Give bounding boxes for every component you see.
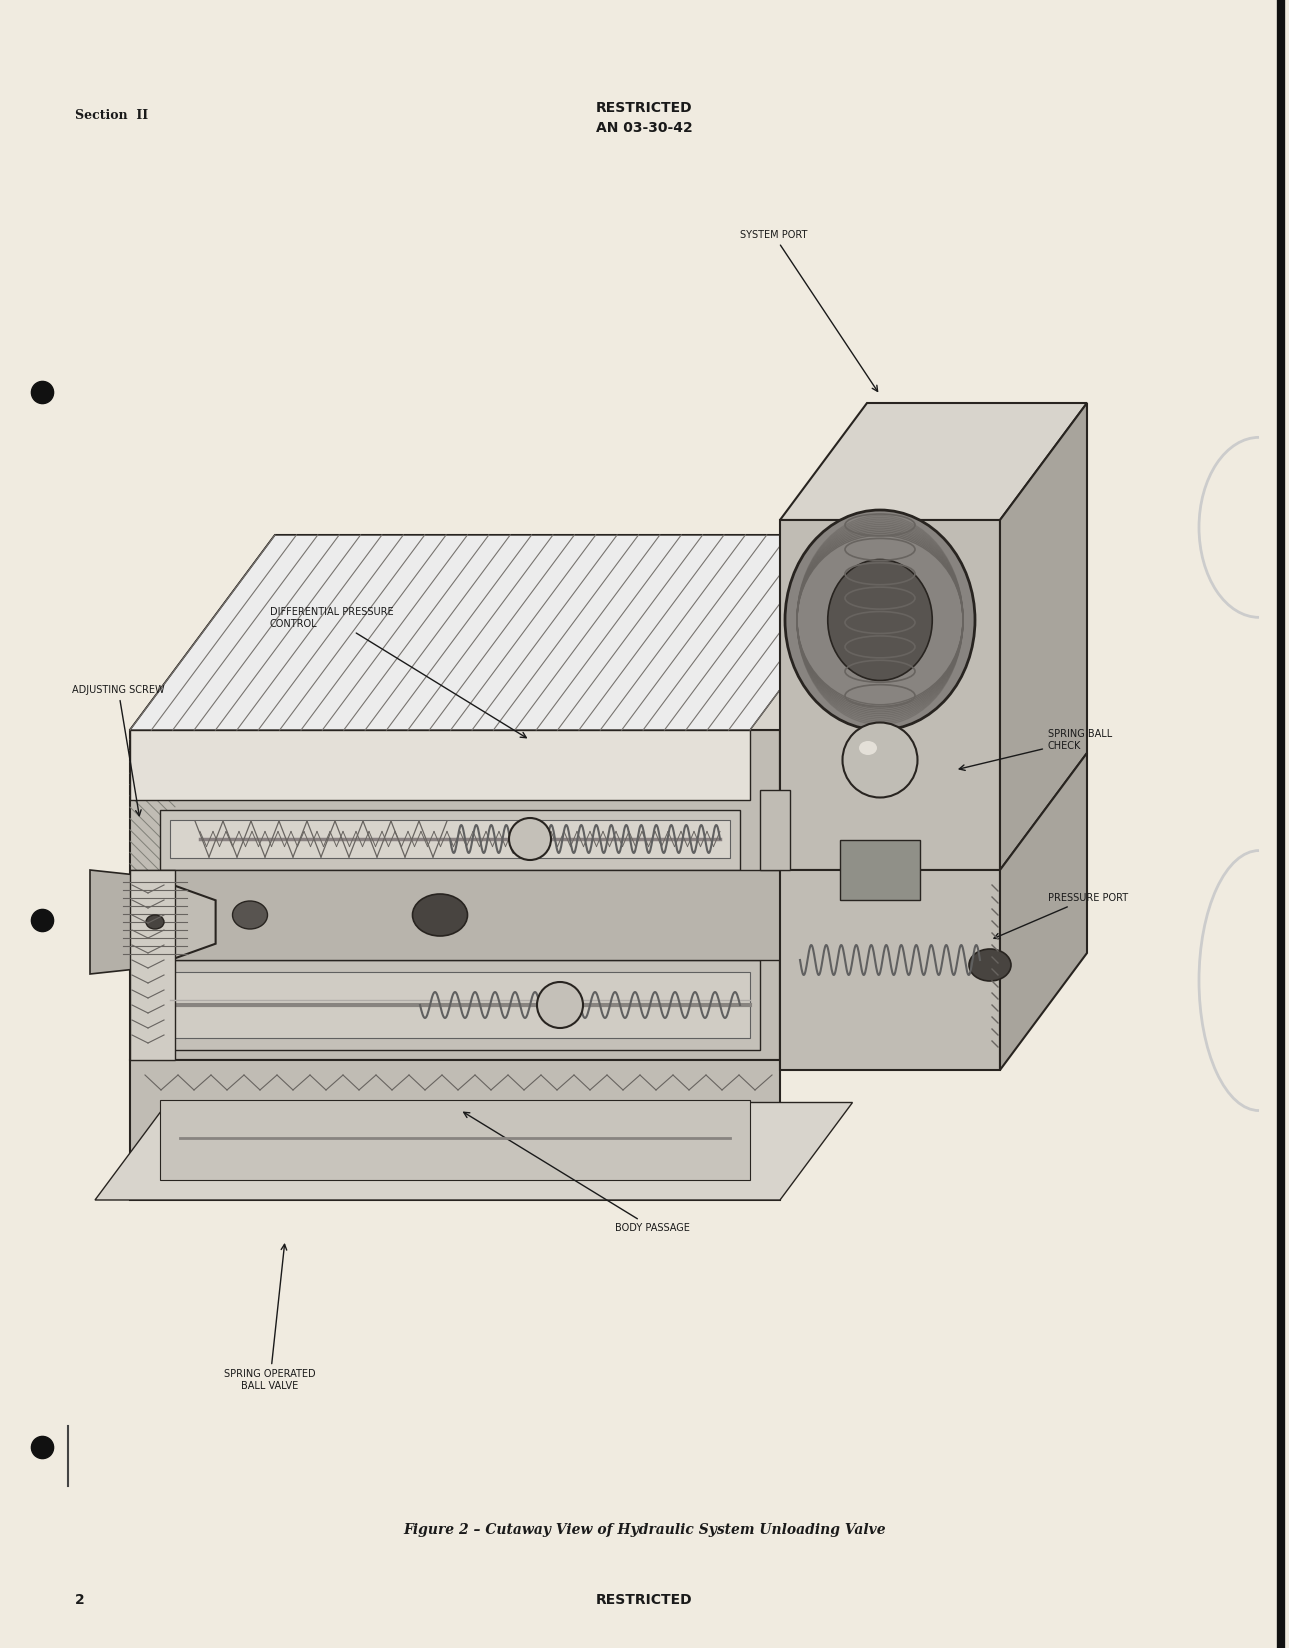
- Polygon shape: [130, 730, 780, 1060]
- Text: 2: 2: [75, 1594, 85, 1607]
- Text: RESTRICTED: RESTRICTED: [597, 1594, 692, 1607]
- Ellipse shape: [858, 742, 877, 755]
- Text: AN 03-30-42: AN 03-30-42: [596, 120, 693, 135]
- Text: DIFFERENTIAL PRESSURE
CONTROL: DIFFERENTIAL PRESSURE CONTROL: [269, 606, 526, 738]
- Polygon shape: [94, 878, 215, 966]
- Polygon shape: [780, 536, 926, 1060]
- Polygon shape: [130, 1060, 780, 1200]
- Polygon shape: [780, 870, 1000, 1070]
- Polygon shape: [160, 961, 761, 1050]
- Polygon shape: [840, 840, 920, 900]
- Text: BODY PASSAGE: BODY PASSAGE: [464, 1112, 690, 1233]
- Ellipse shape: [232, 901, 268, 929]
- Text: SPRING OPERATED
BALL VALVE: SPRING OPERATED BALL VALVE: [224, 1244, 316, 1391]
- Text: Figure 2 – Cutaway View of Hydraulic System Unloading Valve: Figure 2 – Cutaway View of Hydraulic Sys…: [403, 1523, 886, 1538]
- Text: Section  II: Section II: [75, 109, 148, 122]
- Polygon shape: [780, 521, 1000, 870]
- Ellipse shape: [509, 817, 550, 860]
- Polygon shape: [130, 870, 175, 1060]
- Polygon shape: [160, 811, 740, 870]
- Ellipse shape: [843, 722, 918, 798]
- Polygon shape: [130, 870, 780, 961]
- Polygon shape: [130, 536, 926, 730]
- Ellipse shape: [785, 509, 974, 730]
- Text: SYSTEM PORT: SYSTEM PORT: [740, 231, 878, 391]
- Polygon shape: [130, 536, 895, 730]
- Ellipse shape: [146, 915, 164, 929]
- Polygon shape: [170, 972, 750, 1038]
- Text: RESTRICTED: RESTRICTED: [597, 101, 692, 115]
- Text: PRESSURE PORT: PRESSURE PORT: [994, 893, 1128, 939]
- Ellipse shape: [412, 893, 468, 936]
- Polygon shape: [160, 1099, 750, 1180]
- Ellipse shape: [969, 949, 1011, 981]
- Ellipse shape: [828, 560, 932, 681]
- Ellipse shape: [538, 982, 583, 1028]
- Polygon shape: [761, 789, 790, 870]
- Polygon shape: [1000, 753, 1087, 1070]
- Polygon shape: [780, 404, 1087, 521]
- Text: ADJUSTING SCREW: ADJUSTING SCREW: [72, 686, 165, 816]
- Polygon shape: [170, 821, 730, 859]
- Text: SPRING BALL
CHECK: SPRING BALL CHECK: [959, 728, 1112, 770]
- Polygon shape: [130, 730, 750, 799]
- Polygon shape: [90, 870, 155, 974]
- Polygon shape: [95, 1103, 852, 1200]
- Polygon shape: [1000, 404, 1087, 870]
